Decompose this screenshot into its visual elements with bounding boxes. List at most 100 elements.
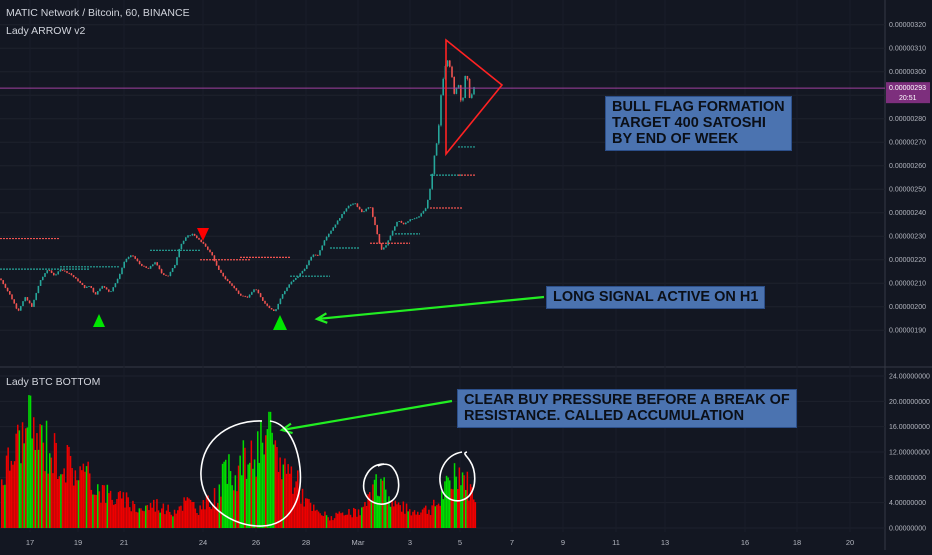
- candle-body[interactable]: [121, 267, 123, 275]
- volume-bar[interactable]: [79, 466, 81, 528]
- candle-body[interactable]: [409, 219, 411, 222]
- volume-bar[interactable]: [138, 508, 141, 528]
- candle-body[interactable]: [92, 287, 95, 293]
- candle-body[interactable]: [231, 283, 233, 286]
- candle-body[interactable]: [473, 87, 475, 95]
- candle-body[interactable]: [303, 268, 306, 272]
- volume-bar[interactable]: [111, 499, 113, 528]
- volume-bar[interactable]: [17, 424, 19, 528]
- candle-body[interactable]: [37, 285, 40, 294]
- volume-bar[interactable]: [292, 493, 294, 528]
- candle-body[interactable]: [312, 254, 315, 257]
- candle-body[interactable]: [457, 85, 460, 88]
- candle-body[interactable]: [149, 266, 152, 269]
- volume-bar[interactable]: [404, 513, 406, 528]
- candle-body[interactable]: [119, 274, 121, 279]
- candle-body[interactable]: [13, 299, 15, 304]
- volume-bar[interactable]: [44, 471, 46, 528]
- volume-bar[interactable]: [218, 484, 221, 528]
- volume-bar[interactable]: [217, 502, 219, 528]
- candle-body[interactable]: [138, 261, 141, 265]
- volume-bar[interactable]: [183, 497, 185, 528]
- candle-body[interactable]: [0, 278, 2, 281]
- volume-bar[interactable]: [156, 499, 158, 528]
- candle-body[interactable]: [372, 207, 374, 217]
- candle-body[interactable]: [374, 216, 376, 226]
- volume-bar[interactable]: [109, 490, 112, 528]
- symbol-title[interactable]: MATIC Network / Bitcoin, 60, BINANCE: [6, 7, 190, 19]
- volume-bar[interactable]: [164, 514, 166, 528]
- candle-body[interactable]: [9, 291, 11, 295]
- volume-bar[interactable]: [130, 511, 133, 528]
- volume-bar[interactable]: [450, 488, 453, 528]
- volume-bar[interactable]: [157, 510, 160, 528]
- candle-body[interactable]: [160, 269, 163, 274]
- candle-body[interactable]: [394, 226, 396, 231]
- volume-bar[interactable]: [177, 510, 179, 528]
- candle-body[interactable]: [110, 291, 112, 293]
- volume-bar[interactable]: [436, 505, 438, 528]
- candle-body[interactable]: [257, 289, 260, 294]
- volume-bar[interactable]: [97, 484, 99, 528]
- arrow-to-signal-head[interactable]: [314, 312, 328, 324]
- candle-body[interactable]: [4, 284, 7, 288]
- volume-bar[interactable]: [356, 516, 358, 528]
- candle-body[interactable]: [460, 85, 462, 101]
- candle-body[interactable]: [233, 285, 235, 289]
- candle-body[interactable]: [42, 276, 44, 281]
- volume-bar[interactable]: [145, 505, 147, 528]
- volume-bar[interactable]: [199, 505, 201, 528]
- volume-bar[interactable]: [73, 485, 75, 528]
- candle-body[interactable]: [462, 97, 464, 101]
- volume-bar[interactable]: [197, 514, 200, 528]
- volume-bar[interactable]: [5, 455, 8, 528]
- volume-bar[interactable]: [106, 484, 109, 528]
- candle-body[interactable]: [433, 155, 436, 174]
- candle-body[interactable]: [363, 211, 365, 213]
- volume-bar[interactable]: [378, 496, 381, 528]
- volume-bar[interactable]: [330, 516, 333, 528]
- volume-bar[interactable]: [253, 459, 256, 528]
- indicator-label-arrow[interactable]: Lady ARROW v2: [6, 25, 86, 37]
- candle-body[interactable]: [334, 224, 337, 228]
- candle-body[interactable]: [213, 255, 216, 262]
- candle-body[interactable]: [424, 208, 427, 212]
- volume-bar[interactable]: [284, 458, 286, 528]
- candle-body[interactable]: [101, 286, 103, 289]
- volume-bar[interactable]: [429, 515, 432, 528]
- volume-bar[interactable]: [452, 489, 454, 528]
- candle-body[interactable]: [264, 300, 266, 304]
- volume-bar[interactable]: [445, 475, 448, 528]
- volume-bar[interactable]: [389, 506, 392, 528]
- candle-body[interactable]: [44, 273, 46, 277]
- candle-body[interactable]: [198, 238, 200, 240]
- candle-body[interactable]: [451, 66, 453, 78]
- candle-body[interactable]: [147, 267, 150, 269]
- volume-bar[interactable]: [153, 499, 155, 528]
- volume-bar[interactable]: [52, 473, 54, 528]
- candle-body[interactable]: [253, 289, 255, 293]
- volume-bar[interactable]: [324, 511, 326, 528]
- candle-body[interactable]: [108, 289, 110, 292]
- volume-bar[interactable]: [82, 463, 85, 528]
- candle-body[interactable]: [301, 271, 304, 274]
- volume-bar[interactable]: [191, 501, 193, 528]
- candle-body[interactable]: [341, 214, 343, 219]
- volume-bar[interactable]: [313, 504, 315, 528]
- volume-bar[interactable]: [266, 429, 269, 528]
- volume-bar[interactable]: [407, 511, 409, 528]
- candle-body[interactable]: [446, 60, 449, 67]
- candle-body[interactable]: [103, 286, 106, 288]
- volume-bar[interactable]: [455, 476, 457, 528]
- volume-bar[interactable]: [396, 504, 398, 528]
- volume-bar[interactable]: [229, 471, 232, 528]
- volume-bar[interactable]: [468, 500, 470, 528]
- candle-body[interactable]: [244, 296, 246, 298]
- volume-bar[interactable]: [55, 442, 57, 528]
- volume-bar[interactable]: [348, 509, 350, 528]
- candle-body[interactable]: [163, 273, 165, 275]
- volume-bar[interactable]: [373, 479, 376, 528]
- candle-body[interactable]: [189, 235, 191, 237]
- circle-accumulation-3[interactable]: [439, 451, 476, 502]
- volume-bar[interactable]: [274, 440, 277, 528]
